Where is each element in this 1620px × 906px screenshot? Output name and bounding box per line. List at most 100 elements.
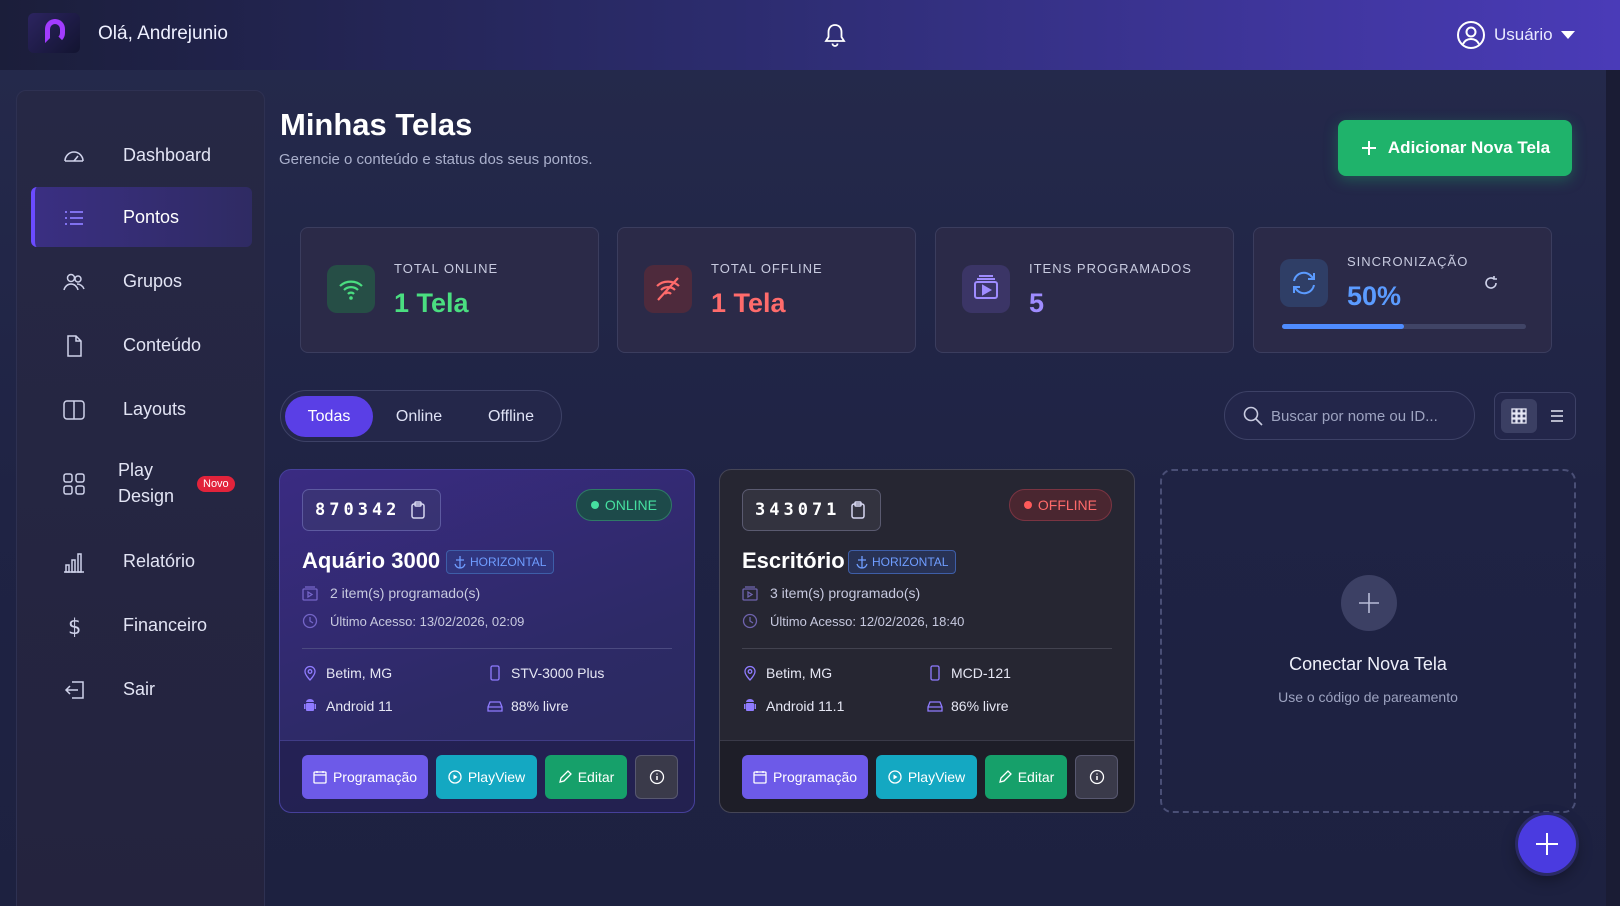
sidebar-item-layouts[interactable]: Layouts	[31, 379, 252, 439]
schedule-button[interactable]: Programação	[302, 755, 428, 799]
app-logo[interactable]	[28, 13, 80, 53]
sync-icon	[1280, 259, 1328, 307]
sidebar-item-sair[interactable]: Sair	[31, 659, 252, 719]
stat-value: 1 Tela	[711, 288, 786, 318]
info-button[interactable]	[635, 755, 678, 799]
page-subtitle: Gerencie o conteúdo e status dos seus po…	[279, 151, 593, 168]
edit-label: Editar	[1017, 769, 1055, 785]
phone-icon	[490, 665, 500, 681]
stat-title: TOTAL OFFLINE	[711, 261, 823, 276]
scheduled-items: 2 item(s) programado(s)	[302, 585, 480, 601]
plus-icon	[1536, 833, 1558, 855]
grid-view-button[interactable]	[1501, 399, 1537, 433]
status-text: OFFLINE	[1037, 497, 1097, 513]
storage-icon	[487, 701, 503, 712]
pairing-code: 870342	[302, 489, 442, 531]
edit-button[interactable]: Editar	[545, 755, 627, 799]
logout-icon	[64, 681, 84, 699]
sidebar-item-relatorio[interactable]: Relatório	[31, 531, 252, 591]
screen-card[interactable]: 343071 OFFLINE Escritório HORIZONTAL 3 i…	[719, 469, 1135, 813]
stat-value: 5	[1029, 288, 1045, 318]
sidebar-item-label: Conteúdo	[123, 334, 202, 355]
storage-text: 88% livre	[511, 698, 569, 714]
sidebar-item-label: Play Design	[118, 460, 175, 506]
stat-title: ITENS PROGRAMADOS	[1029, 261, 1192, 276]
location: Betim, MG	[742, 665, 832, 681]
last-access-text: Último Acesso: 13/02/2026, 02:09	[330, 613, 525, 629]
refresh-icon[interactable]	[1482, 274, 1500, 292]
divider	[742, 648, 1112, 649]
sidebar-item-pontos[interactable]: Pontos	[31, 187, 252, 247]
connect-title: Conectar Nova Tela	[1289, 654, 1447, 674]
stat-title: SINCRONIZAÇÃO	[1347, 254, 1469, 269]
os-version-text: Android 11	[326, 698, 393, 714]
pairing-code-value: 870342	[315, 500, 401, 520]
stat-value: 50%	[1347, 281, 1402, 311]
clipboard-icon[interactable]	[408, 500, 428, 520]
sidebar-item-dashboard[interactable]: Dashboard	[31, 125, 252, 185]
device-model: STV-3000 Plus	[487, 665, 604, 681]
edit-button[interactable]: Editar	[985, 755, 1067, 799]
screen-card[interactable]: 870342 ONLINE Aquário 3000 HORIZONTAL 2 …	[279, 469, 695, 813]
list-view-icon	[1551, 410, 1563, 422]
map-pin-icon	[304, 665, 316, 681]
play-circle-icon	[888, 770, 902, 784]
info-button[interactable]	[1075, 755, 1118, 799]
sidebar-item-label: Relatório	[123, 550, 196, 571]
last-access-text: Último Acesso: 12/02/2026, 18:40	[770, 613, 965, 629]
greeting: Olá, Andrejunio	[98, 23, 228, 44]
scrollbar[interactable]	[1606, 70, 1620, 906]
storage: 86% livre	[927, 698, 1009, 714]
add-screen-button[interactable]: Adicionar Nova Tela	[1338, 120, 1572, 176]
filter-offline[interactable]: Offline	[488, 407, 534, 425]
pairing-code-value: 343071	[755, 500, 841, 520]
clock-icon	[742, 613, 758, 629]
list-view-button[interactable]	[1541, 399, 1573, 433]
connect-subtitle: Use o código de pareamento	[1278, 689, 1458, 705]
filter-online[interactable]: Online	[395, 407, 443, 425]
storage-text: 86% livre	[951, 698, 1009, 714]
sidebar-item-grupos[interactable]: Grupos	[31, 251, 252, 311]
add-screen-label: Adicionar Nova Tela	[1387, 138, 1551, 157]
anchor-icon	[454, 556, 466, 569]
user-menu[interactable]: Usuário	[1456, 20, 1575, 50]
schedule-button[interactable]: Programação	[742, 755, 868, 799]
schedule-label: Programação	[772, 769, 858, 785]
device-model-text: STV-3000 Plus	[511, 665, 605, 681]
sidebar-item-financeiro[interactable]: $ Financeiro	[31, 595, 252, 655]
media-icon	[302, 586, 318, 601]
bell-icon[interactable]	[823, 22, 847, 48]
stat-title: TOTAL ONLINE	[394, 261, 499, 276]
status-filter: Todas Online Offline	[280, 390, 562, 442]
orientation-badge: HORIZONTAL	[848, 550, 957, 574]
playview-button[interactable]: PlayView	[436, 755, 537, 799]
storage-icon	[927, 701, 943, 712]
phone-icon	[930, 665, 940, 681]
info-icon	[649, 769, 664, 785]
sidebar-item-label: Financeiro	[123, 614, 208, 635]
clipboard-icon[interactable]	[848, 500, 868, 520]
screen-name: Aquário 3000	[302, 548, 441, 573]
schedule-label: Programação	[332, 769, 418, 785]
sidebar: Dashboard Pontos Grupos Conteúdo Layouts…	[16, 90, 265, 906]
floating-add-button[interactable]	[1518, 815, 1576, 873]
status-badge: OFFLINE	[1008, 489, 1112, 521]
filter-todas[interactable]: Todas	[285, 396, 373, 437]
os-version: Android 11.1	[742, 698, 844, 714]
sidebar-item-play-design[interactable]: Play Design Novo	[31, 447, 252, 519]
playview-button[interactable]: PlayView	[876, 755, 977, 799]
sidebar-item-label: Pontos	[123, 206, 180, 227]
connect-new-screen-card[interactable]: Conectar Nova Tela Use o código de parea…	[1160, 469, 1576, 813]
list-icon	[65, 211, 83, 225]
search-field[interactable]: Buscar por nome ou ID...	[1224, 391, 1475, 440]
wifi-off-icon	[644, 265, 692, 313]
speedometer-icon	[64, 151, 84, 162]
grid-view-icon	[1511, 408, 1527, 424]
sidebar-item-conteudo[interactable]: Conteúdo	[31, 315, 252, 375]
pencil-icon	[558, 770, 572, 783]
grid-icon	[63, 473, 85, 495]
card-actions: Programação PlayView Editar	[280, 740, 694, 812]
stat-total-online: TOTAL ONLINE 1 Tela	[300, 227, 599, 353]
playview-label: PlayView	[467, 769, 526, 785]
